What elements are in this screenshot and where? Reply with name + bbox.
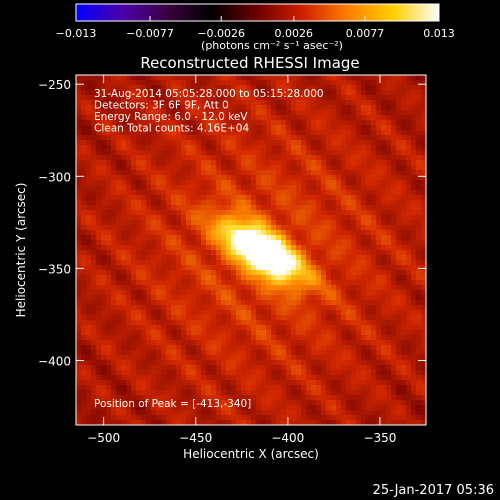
plot-frame <box>75 74 427 426</box>
x-axis-label: Heliocentric X (arcsec) <box>183 447 319 461</box>
y-tick-label: −250 <box>38 78 71 92</box>
colorbar-tick-label: 0.0026 <box>275 27 314 40</box>
colorbar <box>75 3 440 22</box>
y-tick-label: −300 <box>38 170 71 184</box>
colorbar-tick-label: 0.013 <box>423 27 455 40</box>
colorbar-units-label: (photons cm⁻² s⁻¹ asec⁻²) <box>201 39 343 52</box>
y-tick-label: −400 <box>38 355 71 369</box>
x-tick-label: −500 <box>87 431 120 445</box>
annotation-line: 31-Aug-2014 05:05:28.000 to 05:15:28.000 <box>94 88 324 100</box>
colorbar-ticks: −0.013 −0.0077 −0.0026 0.0026 0.0077 0.013 <box>56 16 455 40</box>
heatmap-image <box>76 75 427 426</box>
y-tick-label: −350 <box>38 262 71 276</box>
x-axis: −500 −450 −400 −350 <box>87 75 396 445</box>
colorbar-tick-label: −0.013 <box>56 27 97 40</box>
footer-timestamp: 25-Jan-2017 05:36 <box>373 483 494 498</box>
annotation-line: Energy Range: 6.0 - 12.0 keV <box>94 111 248 123</box>
y-axis-label: Heliocentric Y (arcsec) <box>14 183 28 318</box>
annotation-line: Detectors: 3F 6F 9F, Att 0 <box>94 100 229 112</box>
colorbar-tick-label: −0.0077 <box>126 27 174 40</box>
x-tick-label: −400 <box>271 431 304 445</box>
peak-position-label: Position of Peak = [-413,-340] <box>94 398 251 410</box>
colorbar-tick-label: 0.0077 <box>346 27 385 40</box>
annotation-line: Clean Total counts: 4.16E+04 <box>94 123 249 135</box>
y-axis: −250 −300 −350 −400 <box>38 78 426 369</box>
chart-title: Reconstructed RHESSI Image <box>140 54 359 72</box>
x-tick-label: −450 <box>179 431 212 445</box>
annotation-block: 31-Aug-2014 05:05:28.000 to 05:15:28.000… <box>94 88 324 135</box>
x-tick-label: −350 <box>363 431 396 445</box>
colorbar-tick-label: −0.0026 <box>197 27 245 40</box>
